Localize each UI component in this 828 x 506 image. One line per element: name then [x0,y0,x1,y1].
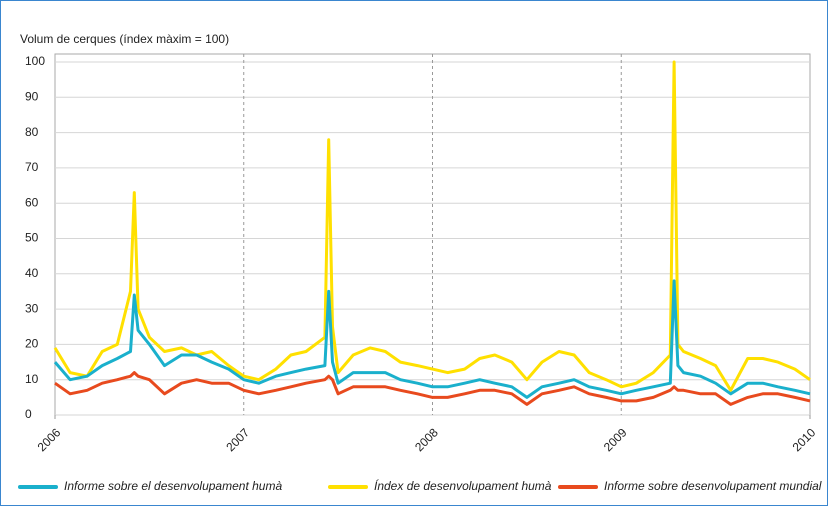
y-tick-label: 90 [25,89,39,103]
line-series [53,279,811,399]
y-tick-label: 20 [25,337,39,351]
y-tick-label: 100 [25,54,45,68]
legend-label: Informe sobre desenvolupament mundial [604,479,822,493]
legend-label: Índex de desenvolupament humà [374,478,552,493]
line-series [54,371,811,406]
y-tick-label: 60 [25,195,39,209]
y-tick-label: 80 [25,125,39,139]
y-tick-label: 70 [25,160,39,174]
legend-label: Informe sobre el desenvolupament humà [64,479,282,493]
y-tick-label: 0 [25,407,32,421]
y-tick-label: 50 [25,231,39,245]
y-tick-label: 30 [25,301,39,315]
y-axis-label: Volum de cerques (índex màxim = 100) [20,32,229,46]
y-tick-label: 40 [25,266,39,280]
y-tick-label: 10 [25,372,39,386]
